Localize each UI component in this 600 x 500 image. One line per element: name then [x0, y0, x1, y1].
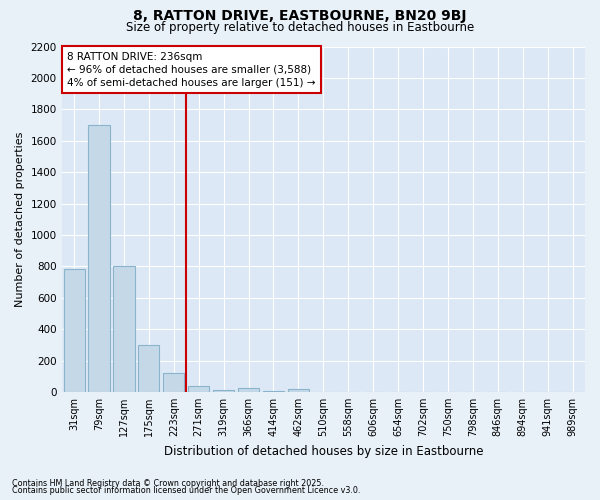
Bar — [113, 266, 134, 392]
Bar — [188, 386, 209, 392]
Bar — [213, 390, 234, 392]
Bar — [88, 125, 110, 392]
Bar — [263, 391, 284, 392]
Bar — [64, 270, 85, 392]
Text: Contains public sector information licensed under the Open Government Licence v3: Contains public sector information licen… — [12, 486, 361, 495]
Text: Size of property relative to detached houses in Eastbourne: Size of property relative to detached ho… — [126, 21, 474, 34]
Y-axis label: Number of detached properties: Number of detached properties — [15, 132, 25, 307]
Bar — [238, 388, 259, 392]
Text: 8, RATTON DRIVE, EASTBOURNE, BN20 9BJ: 8, RATTON DRIVE, EASTBOURNE, BN20 9BJ — [133, 9, 467, 23]
Text: Contains HM Land Registry data © Crown copyright and database right 2025.: Contains HM Land Registry data © Crown c… — [12, 478, 324, 488]
Bar — [163, 373, 184, 392]
Text: 8 RATTON DRIVE: 236sqm
← 96% of detached houses are smaller (3,588)
4% of semi-d: 8 RATTON DRIVE: 236sqm ← 96% of detached… — [67, 52, 316, 88]
Bar — [138, 345, 160, 392]
Bar — [288, 389, 309, 392]
X-axis label: Distribution of detached houses by size in Eastbourne: Distribution of detached houses by size … — [164, 444, 483, 458]
